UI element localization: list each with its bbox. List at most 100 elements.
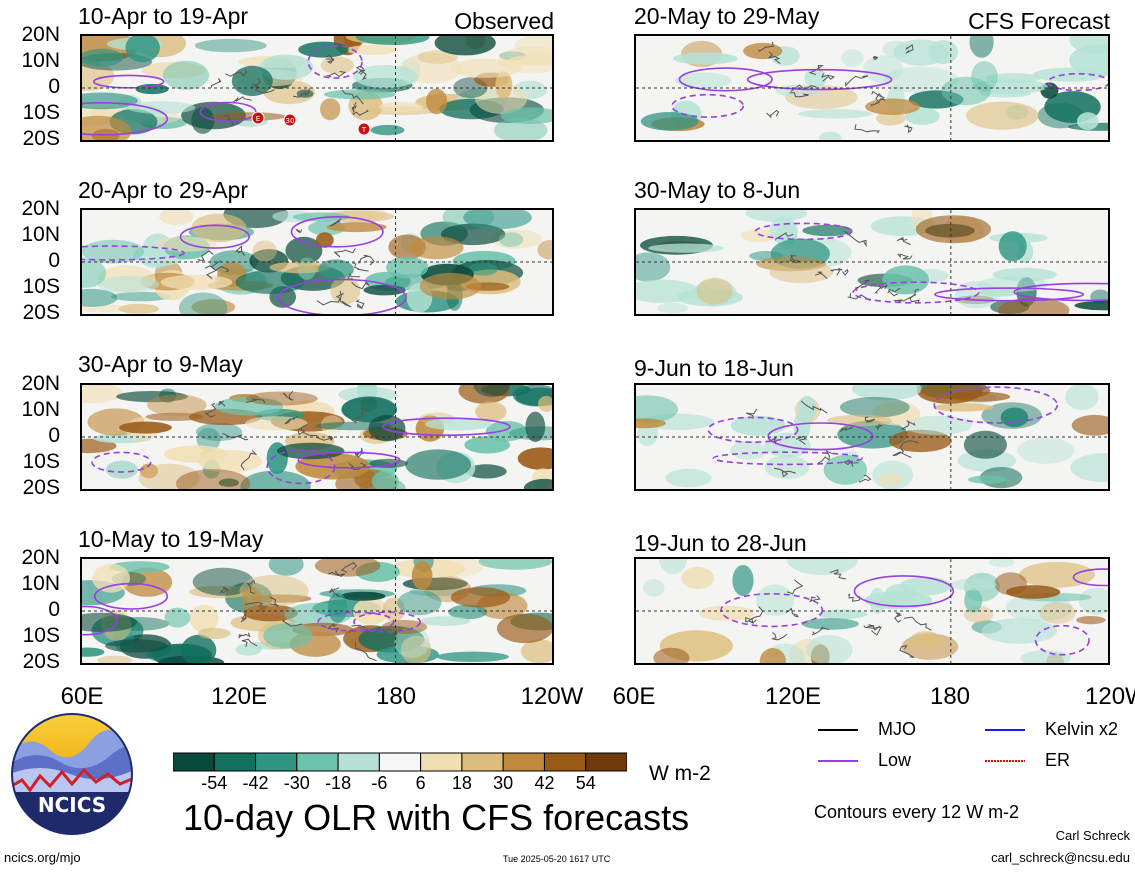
olr-anomaly-blob bbox=[371, 470, 399, 489]
coastline bbox=[328, 587, 340, 597]
olr-anomaly-blob bbox=[417, 50, 459, 64]
olr-anomaly-blob bbox=[841, 49, 864, 67]
olr-anomaly-blob bbox=[231, 65, 273, 96]
olr-anomaly-blob bbox=[1074, 300, 1108, 311]
low-contour bbox=[852, 281, 980, 304]
olr-anomaly-blob bbox=[197, 627, 231, 639]
olr-anomaly-blob bbox=[1006, 585, 1061, 599]
coastline bbox=[789, 92, 809, 98]
coastline bbox=[871, 90, 886, 102]
colorbar-swatch bbox=[172, 752, 215, 772]
coastline bbox=[864, 416, 876, 423]
coastline bbox=[297, 423, 308, 436]
olr-anomaly-blob bbox=[191, 213, 247, 243]
olr-anomaly-blob bbox=[730, 440, 767, 460]
coastline bbox=[352, 262, 369, 272]
coastline bbox=[867, 624, 881, 631]
olr-anomaly-blob bbox=[420, 616, 471, 626]
olr-anomaly-blob bbox=[434, 36, 496, 56]
coastline bbox=[786, 579, 804, 595]
coastline bbox=[818, 450, 833, 464]
olr-anomaly-blob bbox=[1077, 112, 1099, 130]
olr-anomaly-blob bbox=[981, 402, 1042, 429]
olr-anomaly-blob bbox=[802, 224, 853, 237]
coastline bbox=[821, 73, 836, 82]
olr-anomaly-blob bbox=[745, 210, 808, 222]
low-contour bbox=[93, 582, 169, 610]
olr-anomaly-blob bbox=[967, 475, 1007, 484]
lat-tick-label: 10N bbox=[21, 572, 60, 595]
lon-tick-60e-right: 60E bbox=[612, 683, 656, 710]
coastline bbox=[875, 424, 883, 430]
coastline bbox=[770, 436, 778, 445]
olr-anomaly-blob bbox=[327, 592, 348, 623]
colorbar-tick-label: 18 bbox=[451, 773, 472, 793]
colorbar-tick-label: -30 bbox=[283, 773, 310, 793]
low-contour bbox=[671, 93, 745, 118]
low-contour bbox=[707, 416, 799, 444]
coastline bbox=[295, 228, 302, 234]
coastline bbox=[790, 255, 801, 264]
olr-anomaly-blob bbox=[323, 89, 396, 100]
coastline bbox=[203, 402, 217, 418]
coastline bbox=[892, 451, 912, 458]
olr-anomaly-blob bbox=[315, 232, 334, 248]
coastline bbox=[235, 245, 246, 256]
olr-anomaly-blob bbox=[263, 623, 313, 649]
coastline bbox=[218, 400, 226, 407]
coastline bbox=[847, 292, 871, 302]
coastline bbox=[839, 427, 853, 432]
olr-anomaly-blob bbox=[648, 243, 724, 253]
olr-anomaly-blob bbox=[998, 231, 1027, 262]
olr-anomaly-blob bbox=[517, 447, 552, 470]
lat-tick-label: 0 bbox=[48, 598, 60, 621]
coastline bbox=[757, 41, 774, 52]
storm-marker: 30 bbox=[283, 113, 297, 127]
footer-url[interactable]: ncics.org/mjo bbox=[4, 850, 81, 865]
lat-tick-label: 20N bbox=[21, 372, 60, 395]
olr-anomaly-blob bbox=[105, 460, 138, 479]
olr-anomaly-blob bbox=[473, 385, 510, 397]
olr-anomaly-blob bbox=[523, 478, 552, 489]
coastline bbox=[240, 450, 258, 471]
olr-anomaly-blob bbox=[928, 40, 959, 65]
olr-anomaly-blob bbox=[1037, 102, 1084, 129]
coastline bbox=[245, 398, 266, 404]
coastline bbox=[196, 250, 214, 262]
coastline bbox=[785, 607, 799, 618]
olr-anomaly-blob bbox=[314, 559, 381, 577]
footer-author: Carl Schreck bbox=[1055, 828, 1130, 843]
lat-tick-label: 10S bbox=[22, 450, 60, 473]
olr-anomaly-blob bbox=[122, 567, 173, 597]
lon-tick-120e-left: 120E bbox=[210, 683, 268, 710]
olr-anomaly-blob bbox=[827, 414, 893, 427]
olr-anomaly-blob bbox=[740, 229, 777, 243]
lat-tick-label: 20N bbox=[21, 546, 60, 569]
coastline bbox=[351, 281, 370, 290]
olr-anomaly-blob bbox=[1017, 437, 1075, 464]
footer-email[interactable]: carl_schreck@ncsu.edu bbox=[991, 850, 1130, 865]
olr-anomaly-blob bbox=[162, 60, 210, 90]
colorbar-tick-label: -42 bbox=[242, 773, 269, 793]
olr-anomaly-blob bbox=[235, 643, 262, 656]
coastline bbox=[206, 266, 230, 280]
olr-anomaly-blob bbox=[125, 36, 160, 63]
olr-anomaly-blob bbox=[538, 395, 552, 412]
coastline bbox=[241, 638, 258, 648]
colorbar-swatch bbox=[420, 752, 463, 772]
coastline bbox=[340, 561, 358, 573]
olr-anomaly-blob bbox=[817, 609, 868, 620]
low-contour bbox=[307, 44, 363, 79]
low-contour bbox=[297, 451, 401, 469]
olr-anomaly-blob bbox=[665, 468, 712, 488]
forecast-label: CFS Forecast bbox=[968, 8, 1110, 34]
coastline bbox=[899, 644, 915, 658]
olr-anomaly-blob bbox=[179, 292, 228, 314]
colorbar bbox=[172, 752, 628, 777]
coastline bbox=[901, 419, 916, 430]
olr-anomaly-blob bbox=[252, 240, 277, 262]
legend-label-er: ER bbox=[1045, 750, 1071, 770]
coastline bbox=[770, 631, 788, 641]
low-contour bbox=[179, 224, 250, 249]
coastline bbox=[359, 69, 367, 81]
